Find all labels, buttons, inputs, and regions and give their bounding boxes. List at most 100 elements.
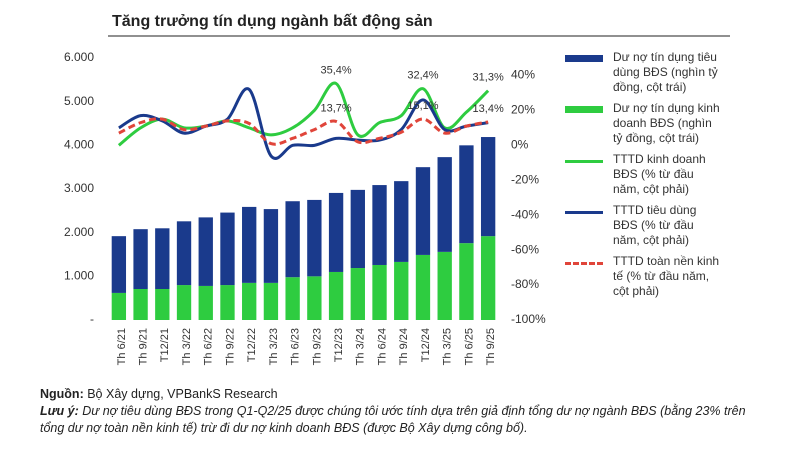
bar-segment xyxy=(415,167,431,255)
legend-label: TTTD tiêu dùng BĐS (% từ đầu năm, cột ph… xyxy=(613,203,697,247)
note-label: Lưu ý: xyxy=(40,404,79,418)
x-tick-label: Th 3/22 xyxy=(181,328,193,365)
bar-segment xyxy=(480,137,496,237)
bar-segment xyxy=(415,254,431,320)
footer: Nguồn: Bộ Xây dựng, VPBankS Research Lưu… xyxy=(40,386,760,437)
bar-segment xyxy=(394,181,409,262)
x-tick-label: T12/21 xyxy=(159,328,171,362)
x-tick-label: Th 6/23 xyxy=(290,328,302,365)
legend-item: TTTD toàn nền kinh tế (% từ đầu năm, cột… xyxy=(565,254,795,299)
y2-tick-label: -60% xyxy=(511,242,539,256)
legend-swatch xyxy=(565,211,603,214)
source: Nguồn: Bộ Xây dựng, VPBankS Research xyxy=(40,386,760,403)
bar-segment xyxy=(350,189,365,269)
y-tick-label: - xyxy=(90,312,94,326)
y2-tick-label: 0% xyxy=(511,138,529,152)
bar-segment xyxy=(459,243,474,320)
y2-tick-label: -100% xyxy=(511,312,546,326)
legend-swatch xyxy=(565,55,603,62)
y-tick-label: 6.000 xyxy=(64,50,94,64)
bar-segment xyxy=(480,236,496,320)
bar-segment xyxy=(242,282,257,320)
y2-tick-label: 20% xyxy=(511,103,535,117)
data-label: 15,1% xyxy=(407,100,438,112)
legend-label: TTTD toàn nền kinh tế (% từ đầu năm, cột… xyxy=(613,254,720,298)
line xyxy=(117,81,490,147)
bar-segment xyxy=(394,261,409,320)
x-tick-label: Th 9/25 xyxy=(485,328,497,365)
bar-segment xyxy=(198,217,213,286)
y-tick-label: 3.000 xyxy=(64,181,94,195)
y-tick-label: 2.000 xyxy=(64,225,94,239)
x-tick-label: Th 9/24 xyxy=(398,328,410,365)
legend-swatch xyxy=(565,106,603,113)
x-tick-label: T12/22 xyxy=(246,328,258,362)
bar-segment xyxy=(307,199,322,277)
note-text: Dư nợ tiêu dùng BĐS trong Q1-Q2/25 được … xyxy=(40,404,746,435)
bar-segment xyxy=(133,229,148,289)
data-label: 13,7% xyxy=(320,102,351,114)
legend-swatch xyxy=(565,160,603,163)
source-label: Nguồn: xyxy=(40,387,84,401)
data-label: 31,3% xyxy=(473,72,504,84)
chart-title: Tăng trưởng tín dụng ngành bất động sản xyxy=(112,13,433,30)
bar-segment xyxy=(437,251,452,320)
line xyxy=(118,117,489,146)
bar-segment xyxy=(111,236,127,293)
y2-tick-label: -20% xyxy=(511,172,539,186)
bar-segment xyxy=(220,212,235,286)
x-tick-label: Th 3/23 xyxy=(268,328,280,365)
x-tick-label: T12/23 xyxy=(333,328,345,362)
x-tick-label: Th 6/21 xyxy=(116,328,128,365)
x-tick-label: Th 3/24 xyxy=(355,328,367,365)
x-tick-label: Th 6/24 xyxy=(376,328,388,365)
y2-tick-label: -40% xyxy=(511,207,539,221)
legend-item: TTTD tiêu dùng BĐS (% từ đầu năm, cột ph… xyxy=(565,203,795,248)
x-tick-label: Th 9/23 xyxy=(311,328,323,365)
bar-segment xyxy=(459,145,474,244)
bar-segment xyxy=(242,206,257,283)
legend-label: Dư nợ tín dụng kinh doanh BĐS (nghìn tỷ … xyxy=(613,101,720,145)
x-tick-label: T12/24 xyxy=(420,328,432,362)
bar-segment xyxy=(263,282,279,320)
bar-segment xyxy=(328,271,344,320)
x-tick-label: Th 9/21 xyxy=(137,328,149,365)
y-tick-label: 4.000 xyxy=(64,138,94,152)
source-text: Bộ Xây dựng, VPBankS Research xyxy=(87,387,278,401)
bar-segment xyxy=(198,285,213,320)
bar-segment xyxy=(176,285,192,320)
y2-tick-label: -80% xyxy=(511,277,539,291)
y2-tick-label: 40% xyxy=(511,68,535,82)
bar-segment xyxy=(155,228,170,289)
bar-segment xyxy=(220,285,235,320)
legend-item: TTTD kinh doanh BĐS (% từ đầu năm, cột p… xyxy=(565,152,795,197)
legend-swatch xyxy=(565,262,603,265)
bar-segment xyxy=(111,292,127,320)
bar-segment xyxy=(328,192,344,272)
legend-label: TTTD kinh doanh BĐS (% từ đầu năm, cột p… xyxy=(613,152,706,196)
bar-segment xyxy=(437,157,452,252)
data-label: 13,4% xyxy=(473,103,504,115)
bar-segment xyxy=(350,268,365,320)
line xyxy=(118,87,489,160)
note: Lưu ý: Dư nợ tiêu dùng BĐS trong Q1-Q2/2… xyxy=(40,403,760,437)
x-tick-label: Th 6/25 xyxy=(463,328,475,365)
bar-segment xyxy=(372,185,387,265)
legend-item: Dư nợ tín dụng kinh doanh BĐS (nghìn tỷ … xyxy=(565,101,795,146)
bar-segment xyxy=(133,288,148,320)
data-label: 32,4% xyxy=(407,70,438,82)
bar-segment xyxy=(285,277,300,320)
bar-segment xyxy=(155,288,170,320)
bar-segment xyxy=(285,201,300,278)
bar-segment xyxy=(176,221,192,286)
bar-segment xyxy=(263,209,279,283)
legend-item: Dư nợ tín dụng tiêu dùng BĐS (nghìn tỷ đ… xyxy=(565,50,795,95)
y-tick-label: 1.000 xyxy=(64,269,94,283)
legend-label: Dư nợ tín dụng tiêu dùng BĐS (nghìn tỷ đ… xyxy=(613,50,718,94)
x-tick-label: Th 3/25 xyxy=(442,328,454,365)
legend: Dư nợ tín dụng tiêu dùng BĐS (nghìn tỷ đ… xyxy=(565,50,795,305)
x-tick-label: Th 6/22 xyxy=(203,328,215,365)
x-tick-label: Th 9/22 xyxy=(224,328,236,365)
